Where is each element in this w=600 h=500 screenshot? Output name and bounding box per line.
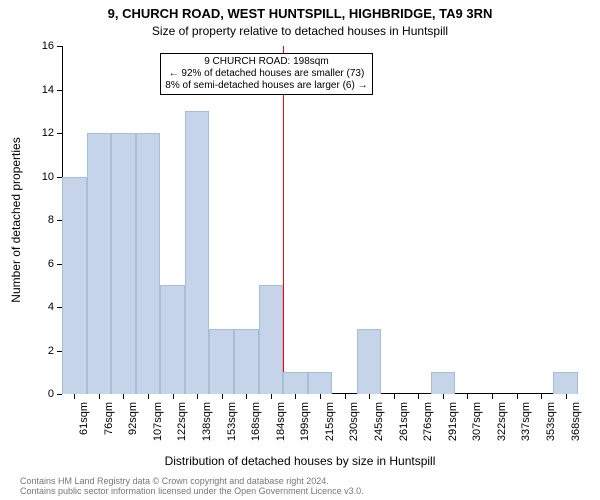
xtick-mark bbox=[148, 394, 149, 399]
bar bbox=[62, 177, 87, 395]
footer-line-2: Contains public sector information licen… bbox=[20, 486, 364, 496]
ytick-label: 0 bbox=[30, 388, 54, 400]
xtick-mark bbox=[492, 394, 493, 399]
ytick-mark bbox=[57, 46, 62, 47]
bar bbox=[234, 329, 259, 394]
xtick-label: 138sqm bbox=[201, 402, 213, 441]
bar bbox=[136, 133, 161, 394]
xtick-label: 322sqm bbox=[496, 402, 508, 441]
xtick-mark bbox=[443, 394, 444, 399]
chart-container: 9, CHURCH ROAD, WEST HUNTSPILL, HIGHBRID… bbox=[0, 0, 600, 500]
xtick-mark bbox=[345, 394, 346, 399]
xtick-mark bbox=[295, 394, 296, 399]
xtick-label: 107sqm bbox=[152, 402, 164, 441]
xtick-label: 184sqm bbox=[275, 402, 287, 441]
xtick-mark bbox=[566, 394, 567, 399]
xtick-label: 368sqm bbox=[570, 402, 582, 441]
xtick-mark bbox=[74, 394, 75, 399]
callout-box: 9 CHURCH ROAD: 198sqm← 92% of detached h… bbox=[160, 53, 372, 95]
ytick-label: 14 bbox=[30, 84, 54, 96]
bar bbox=[308, 372, 333, 394]
plot-area: 9 CHURCH ROAD: 198sqm← 92% of detached h… bbox=[62, 46, 578, 394]
bar bbox=[357, 329, 382, 394]
xtick-label: 353sqm bbox=[545, 402, 557, 441]
bar bbox=[87, 133, 112, 394]
bar bbox=[111, 133, 136, 394]
bar bbox=[283, 372, 308, 394]
callout-line: 9 CHURCH ROAD: 198sqm bbox=[165, 56, 367, 68]
xtick-label: 276sqm bbox=[422, 402, 434, 441]
xtick-mark bbox=[394, 394, 395, 399]
xtick-label: 168sqm bbox=[250, 402, 262, 441]
xtick-label: 215sqm bbox=[324, 402, 336, 441]
xtick-label: 153sqm bbox=[226, 402, 238, 441]
ytick-label: 10 bbox=[30, 171, 54, 183]
x-axis-label: Distribution of detached houses by size … bbox=[0, 454, 600, 468]
xtick-mark bbox=[197, 394, 198, 399]
xtick-mark bbox=[418, 394, 419, 399]
bar bbox=[160, 285, 185, 394]
xtick-label: 122sqm bbox=[176, 402, 188, 441]
xtick-mark bbox=[517, 394, 518, 399]
xtick-mark bbox=[173, 394, 174, 399]
xtick-label: 199sqm bbox=[299, 402, 311, 441]
footer-line-1: Contains HM Land Registry data © Crown c… bbox=[20, 476, 364, 486]
xtick-mark bbox=[123, 394, 124, 399]
xtick-label: 245sqm bbox=[373, 402, 385, 441]
callout-line: 8% of semi-detached houses are larger (6… bbox=[165, 80, 367, 92]
xtick-label: 230sqm bbox=[348, 402, 360, 441]
ytick-label: 6 bbox=[30, 258, 54, 270]
xtick-mark bbox=[222, 394, 223, 399]
bar bbox=[259, 285, 284, 394]
footer-attribution: Contains HM Land Registry data © Crown c… bbox=[20, 476, 364, 496]
ytick-label: 16 bbox=[30, 40, 54, 52]
xtick-label: 92sqm bbox=[127, 402, 139, 435]
xtick-mark bbox=[99, 394, 100, 399]
xtick-label: 337sqm bbox=[520, 402, 532, 441]
ytick-label: 12 bbox=[30, 127, 54, 139]
bar bbox=[553, 372, 578, 394]
xtick-label: 76sqm bbox=[103, 402, 115, 435]
xtick-label: 261sqm bbox=[398, 402, 410, 441]
xtick-mark bbox=[246, 394, 247, 399]
xtick-label: 291sqm bbox=[447, 402, 459, 441]
bar bbox=[431, 372, 456, 394]
xtick-label: 307sqm bbox=[471, 402, 483, 441]
bar bbox=[185, 111, 210, 394]
ytick-mark bbox=[57, 394, 62, 395]
xtick-mark bbox=[541, 394, 542, 399]
xtick-mark bbox=[467, 394, 468, 399]
ytick-label: 4 bbox=[30, 301, 54, 313]
ytick-label: 2 bbox=[30, 345, 54, 357]
xtick-label: 61sqm bbox=[78, 402, 90, 435]
page-title: 9, CHURCH ROAD, WEST HUNTSPILL, HIGHBRID… bbox=[0, 6, 600, 21]
xtick-mark bbox=[320, 394, 321, 399]
ytick-mark bbox=[57, 90, 62, 91]
callout-line: ← 92% of detached houses are smaller (73… bbox=[165, 68, 367, 80]
bar bbox=[209, 329, 234, 394]
y-axis-label: Number of detached properties bbox=[9, 46, 23, 394]
ytick-label: 8 bbox=[30, 214, 54, 226]
ytick-mark bbox=[57, 133, 62, 134]
xtick-mark bbox=[271, 394, 272, 399]
page-subtitle: Size of property relative to detached ho… bbox=[0, 24, 600, 38]
reference-line bbox=[283, 46, 284, 394]
xtick-mark bbox=[369, 394, 370, 399]
